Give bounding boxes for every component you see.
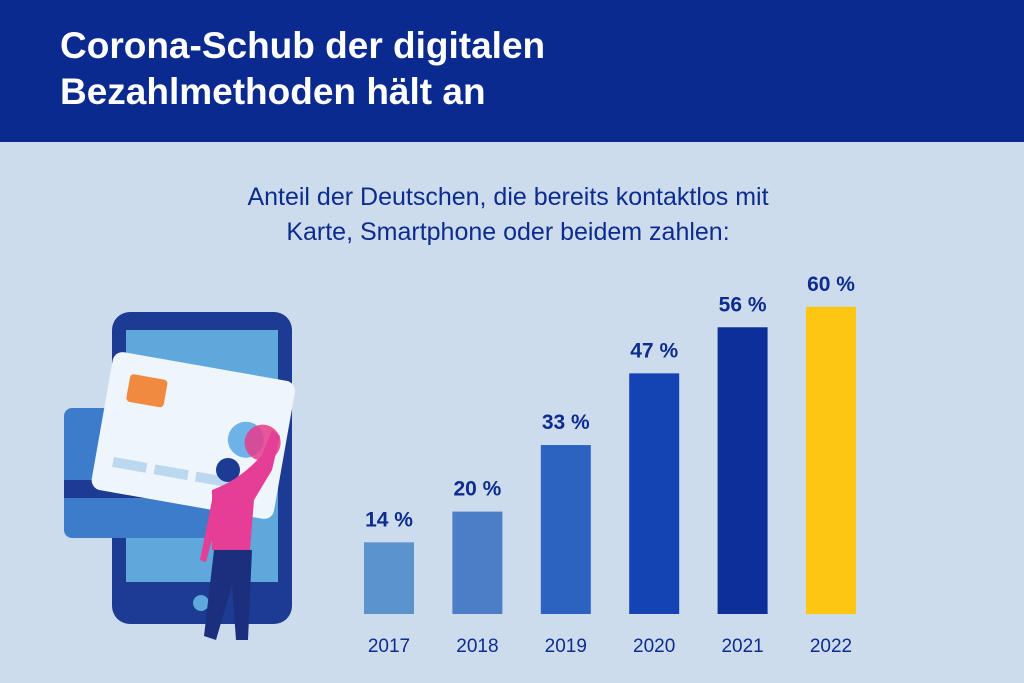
x-tick-label: 2021 [721,636,763,657]
value-label: 60 % [807,273,855,296]
value-label: 14 % [365,508,413,531]
x-tick-label: 2020 [633,636,675,657]
x-tick-label: 2018 [456,636,498,657]
bar [629,373,680,614]
x-tick-label: 2022 [810,636,852,657]
illustration [64,312,295,640]
value-label: 33 % [542,411,590,434]
bar [364,542,414,614]
chart-title: Corona-Schub der digitalen [60,25,545,66]
value-label: 47 % [630,339,678,362]
value-label: 56 % [719,293,767,316]
value-label: 20 % [453,478,501,501]
chart-subtitle: Karte, Smartphone oder beidem zahlen: [286,218,729,246]
x-tick-label: 2019 [545,636,587,657]
bar [717,327,768,614]
bar [452,511,503,614]
x-tick-label: 2017 [368,636,410,657]
chart-title: Bezahlmethoden hält an [60,71,486,112]
bar [540,445,591,614]
chart-subtitle: Anteil der Deutschen, die bereits kontak… [247,183,768,211]
header-band [0,0,1024,142]
bar [806,306,856,614]
